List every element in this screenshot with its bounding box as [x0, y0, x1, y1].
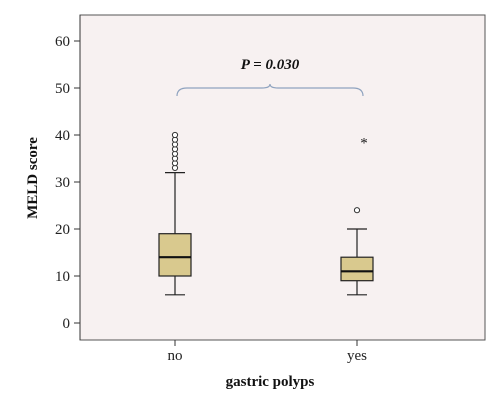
- y-tick-label: 0: [63, 316, 71, 332]
- y-tick-label: 30: [55, 175, 70, 191]
- y-tick-label: 50: [55, 81, 70, 97]
- y-tick-label: 40: [55, 128, 70, 144]
- significance-bracket: [176, 83, 364, 97]
- x-tick-label: no: [168, 348, 183, 364]
- y-axis-title: MELD score: [25, 137, 41, 219]
- y-tick-label: 20: [55, 222, 70, 238]
- outlier-point: [171, 131, 179, 139]
- box-yes: *: [340, 136, 374, 296]
- extreme-point: *: [360, 136, 368, 152]
- box-no: [158, 131, 192, 296]
- x-tick-label: yes: [347, 348, 367, 364]
- p-value-label: P = 0.030: [241, 57, 300, 73]
- y-tick-label: 10: [55, 269, 70, 285]
- x-axis-title: gastric polyps: [226, 374, 315, 390]
- outlier-point: [353, 207, 361, 214]
- iqr-box: [158, 233, 192, 277]
- x-axis-ticks: no yes: [168, 340, 367, 364]
- iqr-box: [340, 256, 374, 282]
- y-axis-ticks: 0 10 20 30 40 50 60: [55, 34, 80, 332]
- y-tick-label: 60: [55, 34, 70, 50]
- plot-area: [79, 14, 486, 341]
- boxes-group: *: [158, 131, 374, 296]
- significance-annotation: P = 0.030: [176, 57, 364, 97]
